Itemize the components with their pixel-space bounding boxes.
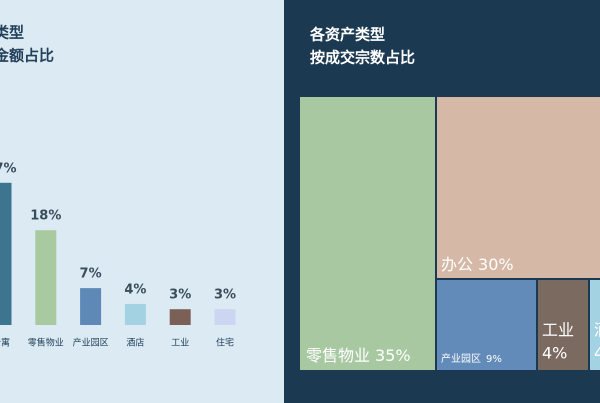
value-label: 3%	[214, 288, 236, 303]
cell-label: 产业园区 9%	[441, 352, 502, 365]
cell-name: 酒店	[594, 321, 600, 340]
bar	[35, 230, 57, 325]
left-panel	[0, 0, 284, 403]
x-tick-label: 酒店	[126, 337, 144, 349]
treemap-cell	[300, 97, 435, 370]
x-tick-label: 零售物业	[28, 337, 64, 349]
cell-label: 办公 30%	[441, 255, 514, 274]
x-tick-label: 产业园区	[73, 337, 109, 349]
bar	[214, 309, 236, 325]
value-label: 4%	[124, 282, 146, 297]
bar	[124, 303, 146, 325]
cell-name: 产业园区	[441, 352, 481, 365]
bar	[169, 309, 191, 325]
cell-name: 零售物业	[306, 346, 370, 365]
value-label: 3%	[169, 288, 191, 303]
bar	[0, 182, 12, 325]
value-label: 7%	[80, 267, 102, 282]
cell-value: 4%	[594, 344, 600, 363]
cell-value: 4%	[542, 344, 567, 363]
cell-value: 30%	[478, 255, 514, 274]
cell-label: 零售物业 35%	[306, 346, 411, 365]
cell-value: 35%	[375, 346, 411, 365]
x-tick-label: 公寓	[0, 337, 10, 349]
cell-value: 9%	[486, 354, 502, 365]
treemap-cell	[437, 280, 536, 370]
x-tick-label: 住宅	[216, 337, 234, 349]
cell-name: 办公	[441, 255, 473, 274]
chart-title: 金额占比	[0, 47, 54, 65]
treemap-cell	[590, 280, 600, 370]
value-label: 27%	[0, 161, 17, 176]
treemap-cell	[538, 280, 588, 370]
bar	[80, 288, 102, 325]
chart-title: 按成交宗数占比	[310, 49, 415, 67]
chart-title: 类型	[0, 24, 24, 42]
treemap-cell	[437, 97, 600, 278]
cell-name: 工业	[542, 321, 574, 340]
chart-title: 各资产类型	[309, 26, 385, 44]
value-label: 18%	[30, 209, 61, 224]
x-tick-label: 工业	[171, 338, 189, 349]
